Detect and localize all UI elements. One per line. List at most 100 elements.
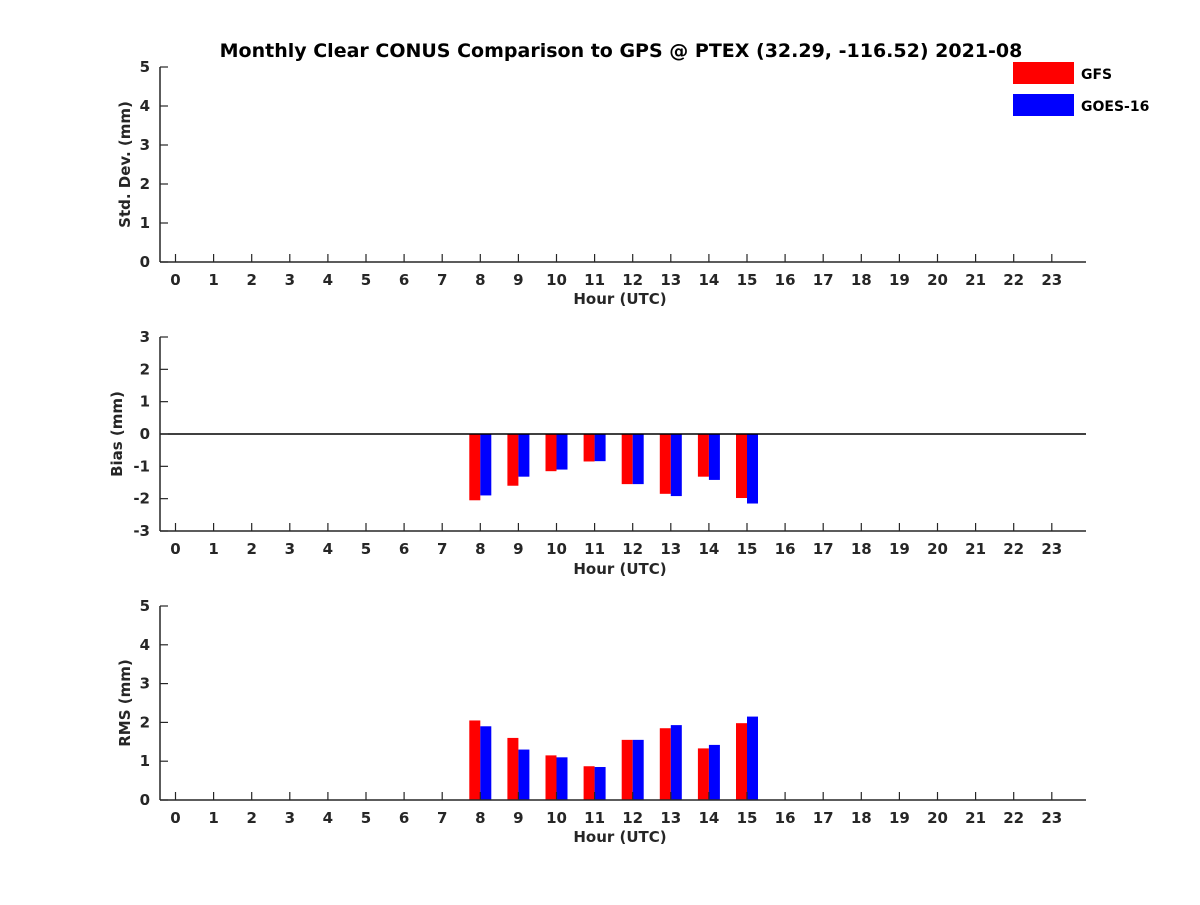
y-tick-label: 2 (140, 360, 150, 378)
bar-gfs-hour-10 (545, 434, 557, 472)
y-tick-label: 3 (140, 328, 150, 346)
y-tick-label: -2 (133, 490, 150, 508)
x-tick-label: 9 (513, 271, 523, 289)
x-tick-label: 7 (437, 540, 447, 558)
y-tick-label: 5 (140, 597, 150, 615)
x-tick-label: 4 (323, 540, 333, 558)
x-tick-label: 0 (170, 271, 180, 289)
x-tick-label: 2 (246, 809, 256, 827)
bar-goes-16-hour-12 (632, 434, 644, 485)
legend: GFS GOES-16 (1013, 62, 1149, 116)
x-tick-label: 23 (1041, 540, 1062, 558)
x-tick-label: 4 (323, 271, 333, 289)
y-tick-label: 1 (140, 752, 150, 770)
x-tick-label: 13 (660, 271, 681, 289)
x-tick-label: 3 (285, 540, 295, 558)
x-tick-label: 8 (475, 540, 485, 558)
y-axis-label: Bias (mm) (108, 391, 126, 477)
x-tick-label: 6 (399, 809, 409, 827)
bar-goes-16-hour-8 (480, 434, 492, 496)
x-axis-label: Hour (UTC) (573, 828, 666, 846)
y-tick-label: 0 (140, 791, 150, 809)
bar-goes-16-hour-14 (708, 434, 720, 480)
bar-goes-16-hour-10 (556, 434, 568, 470)
x-tick-label: 21 (965, 540, 986, 558)
x-tick-label: 20 (927, 809, 948, 827)
x-tick-label: 8 (475, 271, 485, 289)
y-tick-label: 2 (140, 713, 150, 731)
x-tick-label: 1 (208, 809, 218, 827)
x-tick-label: 21 (965, 271, 986, 289)
bar-goes-16-hour-15 (747, 716, 758, 800)
bar-goes-16-hour-12 (632, 739, 644, 800)
x-tick-label: 3 (285, 271, 295, 289)
bar-gfs-hour-8 (469, 434, 481, 501)
x-tick-label: 19 (889, 271, 910, 289)
y-axis-label: RMS (mm) (116, 659, 134, 746)
y-tick-label: 1 (140, 393, 150, 411)
x-tick-label: 23 (1041, 271, 1062, 289)
x-tick-label: 10 (546, 809, 567, 827)
x-tick-label: 12 (622, 271, 643, 289)
x-tick-label: 19 (889, 809, 910, 827)
x-tick-label: 1 (208, 271, 218, 289)
bar-gfs-hour-10 (545, 755, 557, 800)
y-tick-label: 4 (140, 97, 150, 115)
y-tick-label: 0 (140, 425, 150, 443)
bar-gfs-hour-8 (469, 720, 481, 800)
legend-label: GFS (1081, 67, 1112, 83)
x-tick-label: 14 (698, 540, 719, 558)
x-tick-label: 5 (361, 271, 371, 289)
legend-swatch-gfs (1013, 62, 1074, 84)
x-tick-label: 23 (1041, 809, 1062, 827)
bar-gfs-hour-14 (697, 748, 709, 800)
x-tick-label: 2 (246, 540, 256, 558)
x-tick-label: 19 (889, 540, 910, 558)
y-tick-label: 1 (140, 214, 150, 232)
x-tick-label: 17 (813, 540, 834, 558)
x-tick-label: 17 (813, 271, 834, 289)
bar-goes-16-hour-11 (594, 434, 606, 462)
x-axis-label: Hour (UTC) (573, 290, 666, 308)
x-tick-label: 22 (1003, 540, 1024, 558)
bar-goes-16-hour-9 (518, 434, 530, 477)
x-tick-label: 10 (546, 271, 567, 289)
bar-gfs-hour-11 (583, 434, 595, 462)
y-tick-label: 3 (140, 136, 150, 154)
bar-gfs-hour-9 (507, 737, 519, 800)
x-tick-label: 20 (927, 540, 948, 558)
x-tick-label: 21 (965, 809, 986, 827)
x-tick-label: 7 (437, 271, 447, 289)
x-tick-label: 12 (622, 809, 643, 827)
x-tick-label: 22 (1003, 809, 1024, 827)
x-tick-label: 13 (660, 540, 681, 558)
x-tick-label: 18 (851, 809, 872, 827)
x-tick-label: 0 (170, 540, 180, 558)
x-tick-label: 10 (546, 540, 567, 558)
x-tick-label: 11 (584, 271, 605, 289)
x-tick-label: 6 (399, 540, 409, 558)
x-axis-label: Hour (UTC) (573, 560, 666, 578)
x-tick-label: 15 (737, 809, 758, 827)
x-tick-label: 5 (361, 540, 371, 558)
bar-goes-16-hour-8 (480, 726, 492, 800)
x-tick-label: 22 (1003, 271, 1024, 289)
x-tick-label: 16 (775, 809, 796, 827)
x-tick-label: 11 (584, 540, 605, 558)
x-tick-label: 15 (737, 540, 758, 558)
x-tick-label: 13 (660, 809, 681, 827)
x-tick-label: 5 (361, 809, 371, 827)
x-tick-label: 12 (622, 540, 643, 558)
bar-gfs-hour-13 (659, 728, 671, 800)
x-tick-label: 20 (927, 271, 948, 289)
x-tick-label: 18 (851, 271, 872, 289)
x-tick-label: 7 (437, 809, 447, 827)
chart-title: Monthly Clear CONUS Comparison to GPS @ … (220, 40, 1023, 62)
y-tick-label: 3 (140, 675, 150, 693)
x-tick-label: 15 (737, 271, 758, 289)
bar-gfs-hour-12 (621, 739, 633, 800)
